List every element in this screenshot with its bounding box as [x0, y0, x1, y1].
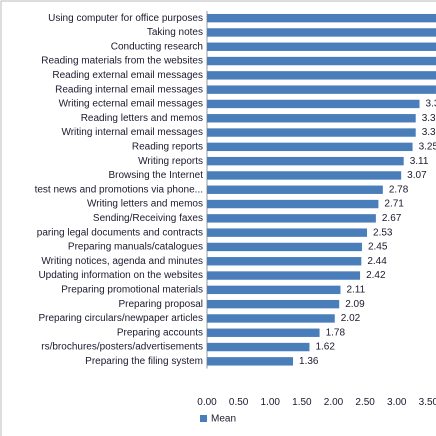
value-label: 2.02: [341, 313, 361, 324]
bar: [207, 99, 420, 109]
y-tick-label: Preparing accounts: [117, 327, 203, 338]
value-label: 2.45: [368, 242, 388, 253]
y-tick-label: Preparing promotional materials: [61, 284, 203, 295]
y-tick-label: Reading internal email messages: [55, 84, 203, 95]
y-tick-label: Writing internal email messages: [61, 127, 203, 138]
bar: [207, 228, 368, 237]
x-tick-label: 1.00: [261, 397, 281, 408]
y-tick-label: Preparing proposal: [119, 299, 204, 310]
bar: [207, 28, 436, 37]
y-tick-label: Taking notes: [147, 27, 203, 38]
bar: [207, 242, 362, 252]
x-tick-label: 2.00: [324, 397, 344, 408]
value-label: 2.09: [345, 299, 365, 310]
bar: [207, 257, 362, 266]
value-label: 2.78: [389, 184, 409, 195]
bar: [207, 299, 340, 309]
value-label: 3.3: [422, 113, 436, 124]
x-tick-label: 3.00: [387, 397, 407, 408]
bar: [207, 285, 341, 295]
bar: [207, 199, 379, 209]
value-label: 3.25: [419, 141, 436, 152]
y-tick-label: Updating information on the websites: [38, 270, 203, 281]
value-label: 2.11: [346, 284, 365, 295]
bar: [207, 128, 416, 137]
bar: [207, 171, 402, 180]
value-label: 3.07: [407, 170, 427, 181]
value-label: 2.44: [367, 256, 387, 267]
bar: [207, 314, 335, 323]
x-tick-label: 0.00: [197, 397, 217, 408]
value-label: 3.11: [410, 156, 429, 167]
y-tick-label: Writing ecternal email messages: [59, 99, 203, 110]
bar: [207, 13, 436, 23]
bar: [207, 185, 383, 194]
bar: [207, 214, 376, 223]
value-label: 1.62: [315, 342, 335, 353]
y-tick-label: Reading materials from the websites: [41, 56, 203, 67]
y-tick-label: Writing notices, agenda and minutes: [41, 256, 203, 267]
y-tick-label: Conducting research: [111, 41, 203, 52]
y-tick-label: Browsing the Internet: [109, 170, 204, 181]
y-tick-label: rs/brochures/posters/advertisements: [41, 342, 203, 353]
bar: [207, 357, 294, 366]
bar: [207, 42, 436, 51]
bar: [207, 342, 310, 352]
bar: [207, 71, 436, 80]
legend-label: Mean: [211, 414, 236, 425]
x-tick-label: 0.50: [229, 397, 249, 408]
y-tick-label: Writing letters and memos: [87, 199, 203, 210]
value-label: 2.71: [384, 199, 404, 210]
bar: [207, 328, 320, 337]
y-tick-label: paring legal documents and contracts: [37, 227, 203, 238]
bar: [207, 156, 404, 166]
x-tick-label: 3.50: [419, 397, 436, 408]
bar: [207, 142, 413, 152]
x-tick-label: 1.50: [292, 397, 312, 408]
y-tick-label: test news and promotions via phone...: [35, 184, 203, 195]
bar: [207, 114, 416, 123]
value-label: 2.53: [373, 227, 393, 238]
y-tick-label: Reading letters and memos: [81, 113, 203, 124]
bar: [207, 56, 436, 66]
value-label: 3.36: [426, 99, 436, 110]
y-tick-label: Preparing circulars/newpaper articles: [38, 313, 203, 324]
y-tick-label: Preparing the filing system: [85, 356, 203, 367]
y-tick-label: Reading reports: [132, 141, 203, 152]
y-tick-label: Preparing manuals/catalogues: [68, 242, 203, 253]
x-tick-label: 2.50: [355, 397, 375, 408]
y-tick-label: Reading external email messages: [52, 70, 203, 81]
bar: [207, 271, 361, 280]
y-tick-label: Using computer for office purposes: [48, 13, 203, 24]
y-tick-label: Sending/Receiving faxes: [93, 213, 203, 224]
legend-swatch: [200, 415, 207, 422]
value-label: 1.78: [326, 327, 346, 338]
bar: [207, 85, 436, 94]
value-label: 1.36: [299, 356, 319, 367]
value-label: 2.67: [382, 213, 402, 224]
value-label: 2.42: [366, 270, 386, 281]
value-label: 3.3: [422, 127, 436, 138]
y-tick-label: Writing reports: [138, 156, 203, 167]
